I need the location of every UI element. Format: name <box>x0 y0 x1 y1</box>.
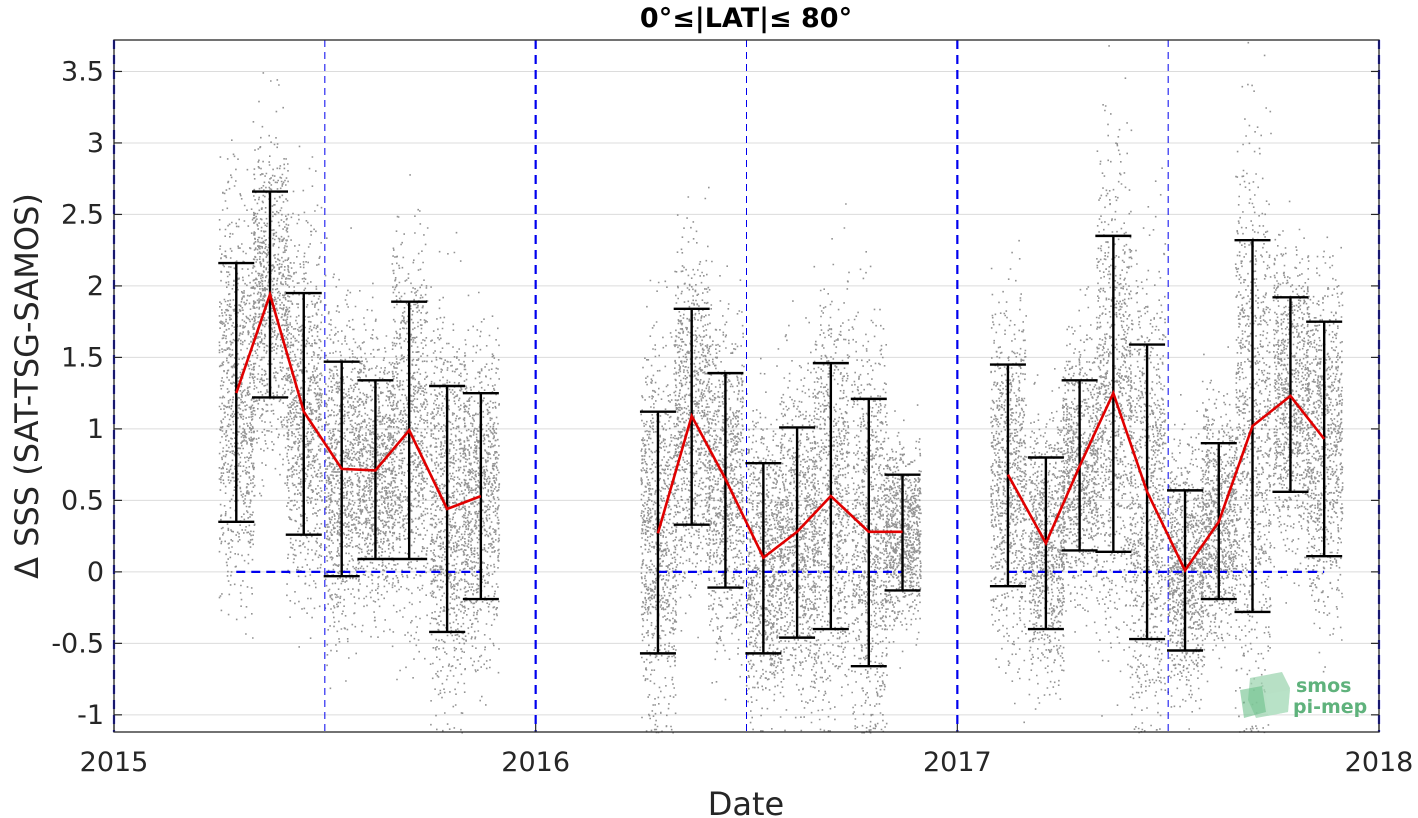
logo-line-1: smos <box>1296 675 1351 697</box>
y-tick-label: 2.5 <box>61 199 104 230</box>
mean-line-series <box>656 412 903 560</box>
y-axis-title: Δ SSS (SAT-TSG-SAMOS) <box>8 193 46 579</box>
y-tick-label: 2 <box>87 271 104 302</box>
x-tick-label: 2017 <box>923 747 992 778</box>
mean-line-series <box>235 290 482 511</box>
logo-line-2: pi-mep <box>1293 696 1367 718</box>
x-axis-title: Date <box>708 785 784 818</box>
x-tick-label: 2016 <box>501 747 570 778</box>
y-tick-label: 1.5 <box>61 342 104 373</box>
y-tick-label: 0.5 <box>61 485 104 516</box>
x-axis-ticks: 2015 2016 2017 2018 <box>80 724 1414 778</box>
y-tick-label: -1 <box>77 700 104 731</box>
error-bars <box>218 190 1343 668</box>
y-tick-label: 1 <box>87 414 104 445</box>
y-tick-label: 3.5 <box>61 56 104 87</box>
x-tick-label: 2018 <box>1345 747 1414 778</box>
y-tick-label: 3 <box>87 128 104 159</box>
smos-pimep-logo: smos pi-mep <box>1240 672 1367 718</box>
plot-frame <box>113 39 1380 733</box>
mean-lines <box>235 290 1326 573</box>
x-tick-label: 2015 <box>80 747 149 778</box>
scatter-points <box>218 41 1344 734</box>
scatter-point-cloud <box>218 41 1344 734</box>
y-tick-label: 0 <box>87 557 104 588</box>
y-tick-label: -0.5 <box>51 628 104 659</box>
mean-line-series <box>1006 389 1326 573</box>
chart-title: 0°≤|LAT|≤ 80° <box>640 3 852 34</box>
logo-cube-icon <box>1240 672 1290 718</box>
y-axis-ticks: -1 -0.5 0 0.5 1 1.5 2 2.5 3 3.5 <box>51 56 1379 731</box>
